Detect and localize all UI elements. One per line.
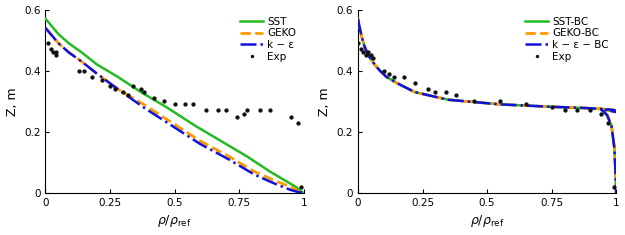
Y-axis label: Z, m: Z, m [318, 87, 331, 116]
Point [51, 51, 61, 54]
Point [521, 102, 531, 106]
X-axis label: $\rho/\rho_\mathrm{ref}$: $\rho/\rho_\mathrm{ref}$ [470, 213, 504, 229]
Point [410, 81, 420, 85]
Point [361, 54, 371, 57]
Point [221, 109, 231, 112]
Point [169, 102, 179, 106]
Point [294, 121, 304, 125]
Point [451, 93, 461, 97]
Point [98, 78, 107, 82]
Point [149, 96, 159, 100]
Point [609, 185, 619, 189]
Point [87, 75, 97, 79]
Point [188, 102, 198, 106]
Point [110, 87, 120, 91]
Point [105, 84, 115, 88]
Point [180, 102, 190, 106]
Point [214, 109, 224, 112]
Point [46, 47, 56, 51]
Point [389, 75, 399, 79]
Point [231, 115, 241, 118]
Point [358, 51, 368, 54]
Point [48, 51, 58, 54]
Point [43, 41, 53, 45]
Point [559, 109, 569, 112]
Point [74, 69, 84, 73]
Point [572, 109, 582, 112]
Point [265, 109, 275, 112]
Point [239, 112, 249, 115]
Point [255, 109, 265, 112]
Point [286, 115, 296, 118]
Point [586, 109, 596, 112]
Point [128, 84, 138, 88]
Point [356, 47, 366, 51]
Point [596, 112, 606, 115]
Point [363, 51, 373, 54]
Point [353, 41, 363, 45]
Point [242, 109, 252, 112]
X-axis label: $\rho/\rho_\mathrm{ref}$: $\rho/\rho_\mathrm{ref}$ [158, 213, 192, 229]
Point [379, 69, 389, 73]
Point [469, 99, 479, 103]
Point [422, 87, 432, 91]
Point [123, 93, 133, 97]
Point [384, 72, 394, 76]
Point [118, 90, 128, 94]
Point [296, 185, 306, 189]
Point [136, 87, 146, 91]
Point [369, 57, 379, 60]
Point [51, 54, 61, 57]
Point [139, 90, 149, 94]
Point [79, 69, 89, 73]
Point [603, 121, 613, 125]
Point [431, 90, 441, 94]
Legend: SST, GEKO, k − ε, Exp: SST, GEKO, k − ε, Exp [238, 15, 298, 64]
Point [547, 106, 557, 109]
Point [399, 75, 409, 79]
Point [441, 90, 451, 94]
Legend: SST-BC, GEKO-BC, k − ε − BC, Exp: SST-BC, GEKO-BC, k − ε − BC, Exp [523, 15, 611, 64]
Point [366, 54, 376, 57]
Y-axis label: Z, m: Z, m [6, 87, 19, 116]
Point [495, 99, 505, 103]
Point [201, 109, 211, 112]
Point [159, 99, 169, 103]
